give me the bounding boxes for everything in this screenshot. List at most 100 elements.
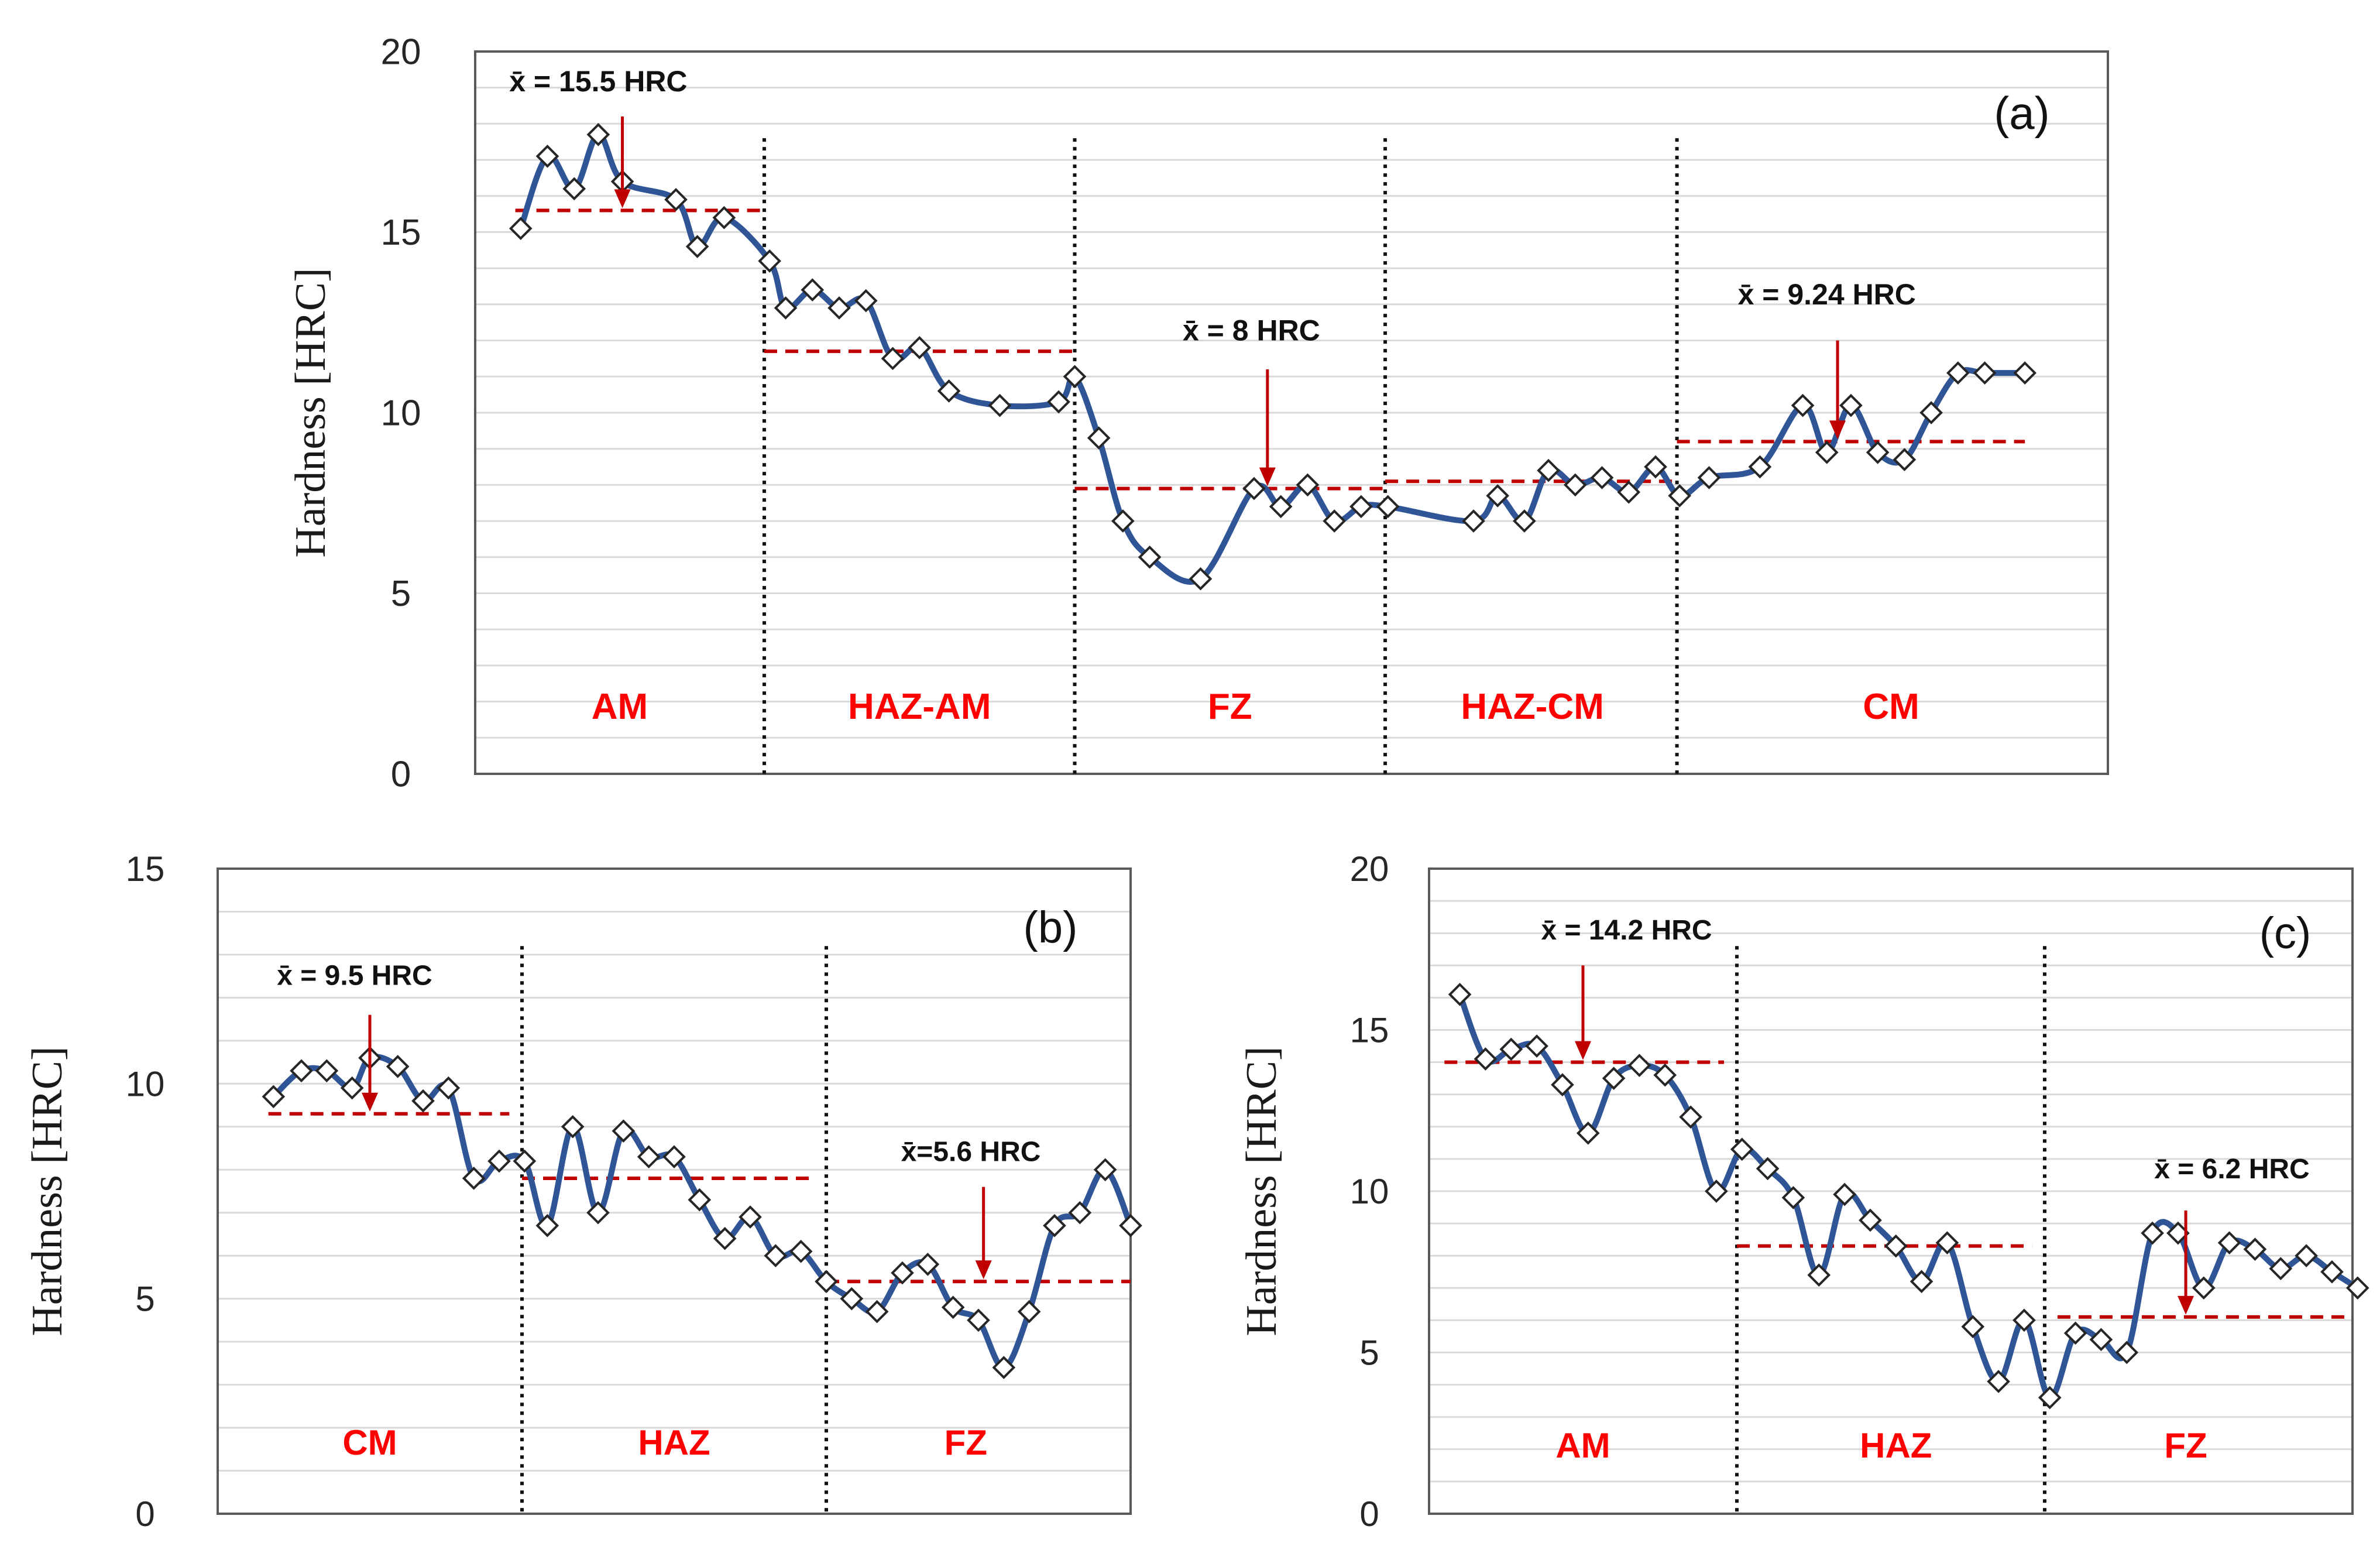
data-point [386, 1055, 410, 1078]
mean-arrow-head [1259, 467, 1276, 486]
data-point [854, 289, 878, 313]
data-point [1987, 1370, 2010, 1393]
data-point [1839, 393, 1863, 417]
data-point [891, 1261, 914, 1285]
mean-annotation: x̄=5.6 HRC [901, 1137, 1041, 1168]
data-point [1087, 426, 1111, 450]
data-point [1590, 466, 1614, 489]
data-point [764, 1244, 788, 1268]
data-point [1474, 1047, 1498, 1071]
data-point [2089, 1328, 2113, 1352]
data-point [1910, 1270, 1933, 1294]
data-point [1576, 1121, 1600, 1145]
data-point [992, 1356, 1016, 1380]
data-point [1525, 1034, 1548, 1058]
region-label: AM [592, 687, 648, 727]
mean-annotation: x̄ = 15.5 HRC [509, 65, 687, 98]
region-label: HAZ-AM [848, 687, 991, 727]
panel-label: (a) [1994, 87, 2049, 139]
y-tick-label: 15 [381, 212, 421, 253]
mean-arrow-head [1575, 1041, 1591, 1060]
data-point [1756, 1157, 1780, 1181]
data-point [758, 249, 781, 273]
data-point [881, 347, 905, 371]
data-point [586, 123, 610, 146]
data-point [713, 1226, 737, 1250]
data-point [1833, 1182, 1856, 1206]
data-point [1807, 1263, 1831, 1287]
y-axis-label: Hardness [HRC] [23, 1046, 71, 1336]
data-point [1946, 361, 1970, 385]
data-point [1961, 1315, 1985, 1339]
plot-frame [217, 867, 1132, 1515]
data-point [2141, 1221, 2164, 1245]
data-point [908, 336, 932, 359]
data-point [1119, 1213, 1142, 1237]
data-point [437, 1076, 461, 1100]
data-point [535, 1213, 559, 1237]
data-point [1617, 480, 1641, 504]
data-point [1705, 1179, 1728, 1203]
data-point [688, 1188, 712, 1212]
mean-annotation: x̄ = 9.24 HRC [1738, 278, 1916, 311]
data-point [1551, 1073, 1574, 1096]
data-point [1376, 495, 1400, 519]
data-point [1602, 1067, 1626, 1090]
data-point [1973, 361, 1997, 385]
region-label: FZ [945, 1423, 987, 1462]
data-point [1063, 365, 1087, 389]
data-point [840, 1287, 864, 1311]
data-point [2063, 1321, 2087, 1345]
data-point [1866, 441, 1890, 464]
data-point [290, 1059, 313, 1083]
data-point [1653, 1063, 1677, 1087]
y-tick-label: 0 [1359, 1494, 1379, 1534]
data-point [1859, 1208, 1882, 1232]
data-point [513, 1149, 537, 1173]
data-point [1047, 390, 1070, 414]
region-label: HAZ-CM [1461, 687, 1604, 727]
data-point [1093, 1158, 1117, 1182]
data-point [2243, 1237, 2267, 1261]
region-label: CM [342, 1423, 397, 1462]
data-point [1781, 1186, 1805, 1209]
data-point [815, 1270, 838, 1294]
y-tick-label: 10 [381, 393, 421, 434]
data-point [774, 296, 798, 320]
data-point [1269, 495, 1293, 519]
data-point [1513, 509, 1536, 533]
data-point [739, 1205, 762, 1229]
data-point [2269, 1257, 2293, 1281]
plot-frame [1428, 867, 2354, 1515]
y-tick-label: 15 [1350, 1011, 1389, 1050]
data-point [967, 1308, 990, 1332]
mean-annotation: x̄ = 6.2 HRC [2154, 1154, 2309, 1185]
data-point [941, 1295, 965, 1319]
data-point [2013, 361, 2037, 385]
region-label: HAZ [1860, 1426, 1932, 1465]
data-point [937, 379, 961, 403]
region-label: FZ [2164, 1426, 2207, 1465]
data-point [315, 1059, 339, 1083]
data-point [1668, 484, 1692, 508]
data-point [340, 1076, 364, 1100]
mean-arrow-head [614, 189, 631, 208]
data-point [1815, 441, 1839, 464]
data-point [1499, 1037, 1523, 1061]
panel-b: 0 5 10 15 Hardness [HRC] CM HAZ FZ x̄ = 9.5 HRC x… [23, 849, 1142, 1534]
panel-c: 0 5 10 15 20 Hardness [HRC] AM HAZ FZ x̄ = 14.2 H… [1238, 849, 2369, 1534]
mean-annotation: x̄ = 14.2 HRC [1541, 915, 1712, 946]
data-point [2345, 1276, 2369, 1300]
panel-a: 0 5 10 15 20 Hardness [HRC] AM HAZ-AM FZ HAZ-CM CM… [287, 32, 2109, 795]
y-tick-label: 20 [1350, 849, 1389, 889]
data-point [988, 393, 1012, 417]
data-point [1349, 495, 1373, 519]
data-point [1627, 1054, 1651, 1077]
data-point [712, 205, 736, 229]
data-point [1189, 567, 1213, 591]
y-axis-label: Hardness [HRC] [1238, 1046, 1286, 1336]
data-point [1043, 1213, 1066, 1237]
y-tick-label: 5 [135, 1280, 154, 1319]
y-tick-label: 10 [126, 1064, 165, 1103]
